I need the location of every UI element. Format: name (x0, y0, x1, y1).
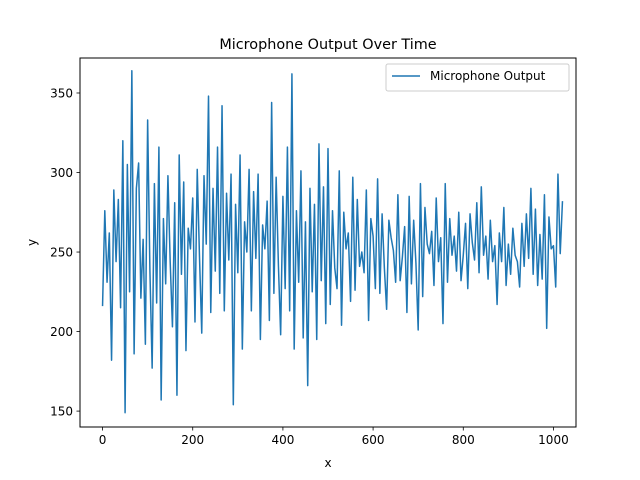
ticks: 0 200 400 600 800 1000 150 200 250 300 350 (50, 86, 569, 447)
y-axis-label: y (25, 239, 39, 246)
x-tick-label: 1000 (538, 433, 569, 447)
legend-frame (385, 63, 570, 92)
y-tick-label: 250 (50, 246, 73, 260)
x-tick-label: 600 (362, 433, 385, 447)
plot-frame (79, 57, 577, 428)
x-tick-label: 400 (271, 433, 294, 447)
series-layer (101, 69, 564, 414)
y-tick-label: 350 (50, 86, 73, 100)
x-tick-label: 0 (99, 433, 107, 447)
x-tick-label: 800 (452, 433, 475, 447)
chart-title: Microphone Output Over Time (219, 37, 436, 53)
x-axis-label: x (324, 456, 331, 470)
y-tick-label: 200 (50, 325, 73, 339)
y-tick-label: 300 (50, 166, 73, 180)
series-line-microphone-output (101, 69, 564, 414)
legend-label: Microphone Output (430, 69, 546, 83)
y-tick-label: 150 (50, 405, 73, 419)
x-tick-label: 200 (181, 433, 204, 447)
legend: Microphone Output (385, 63, 570, 92)
